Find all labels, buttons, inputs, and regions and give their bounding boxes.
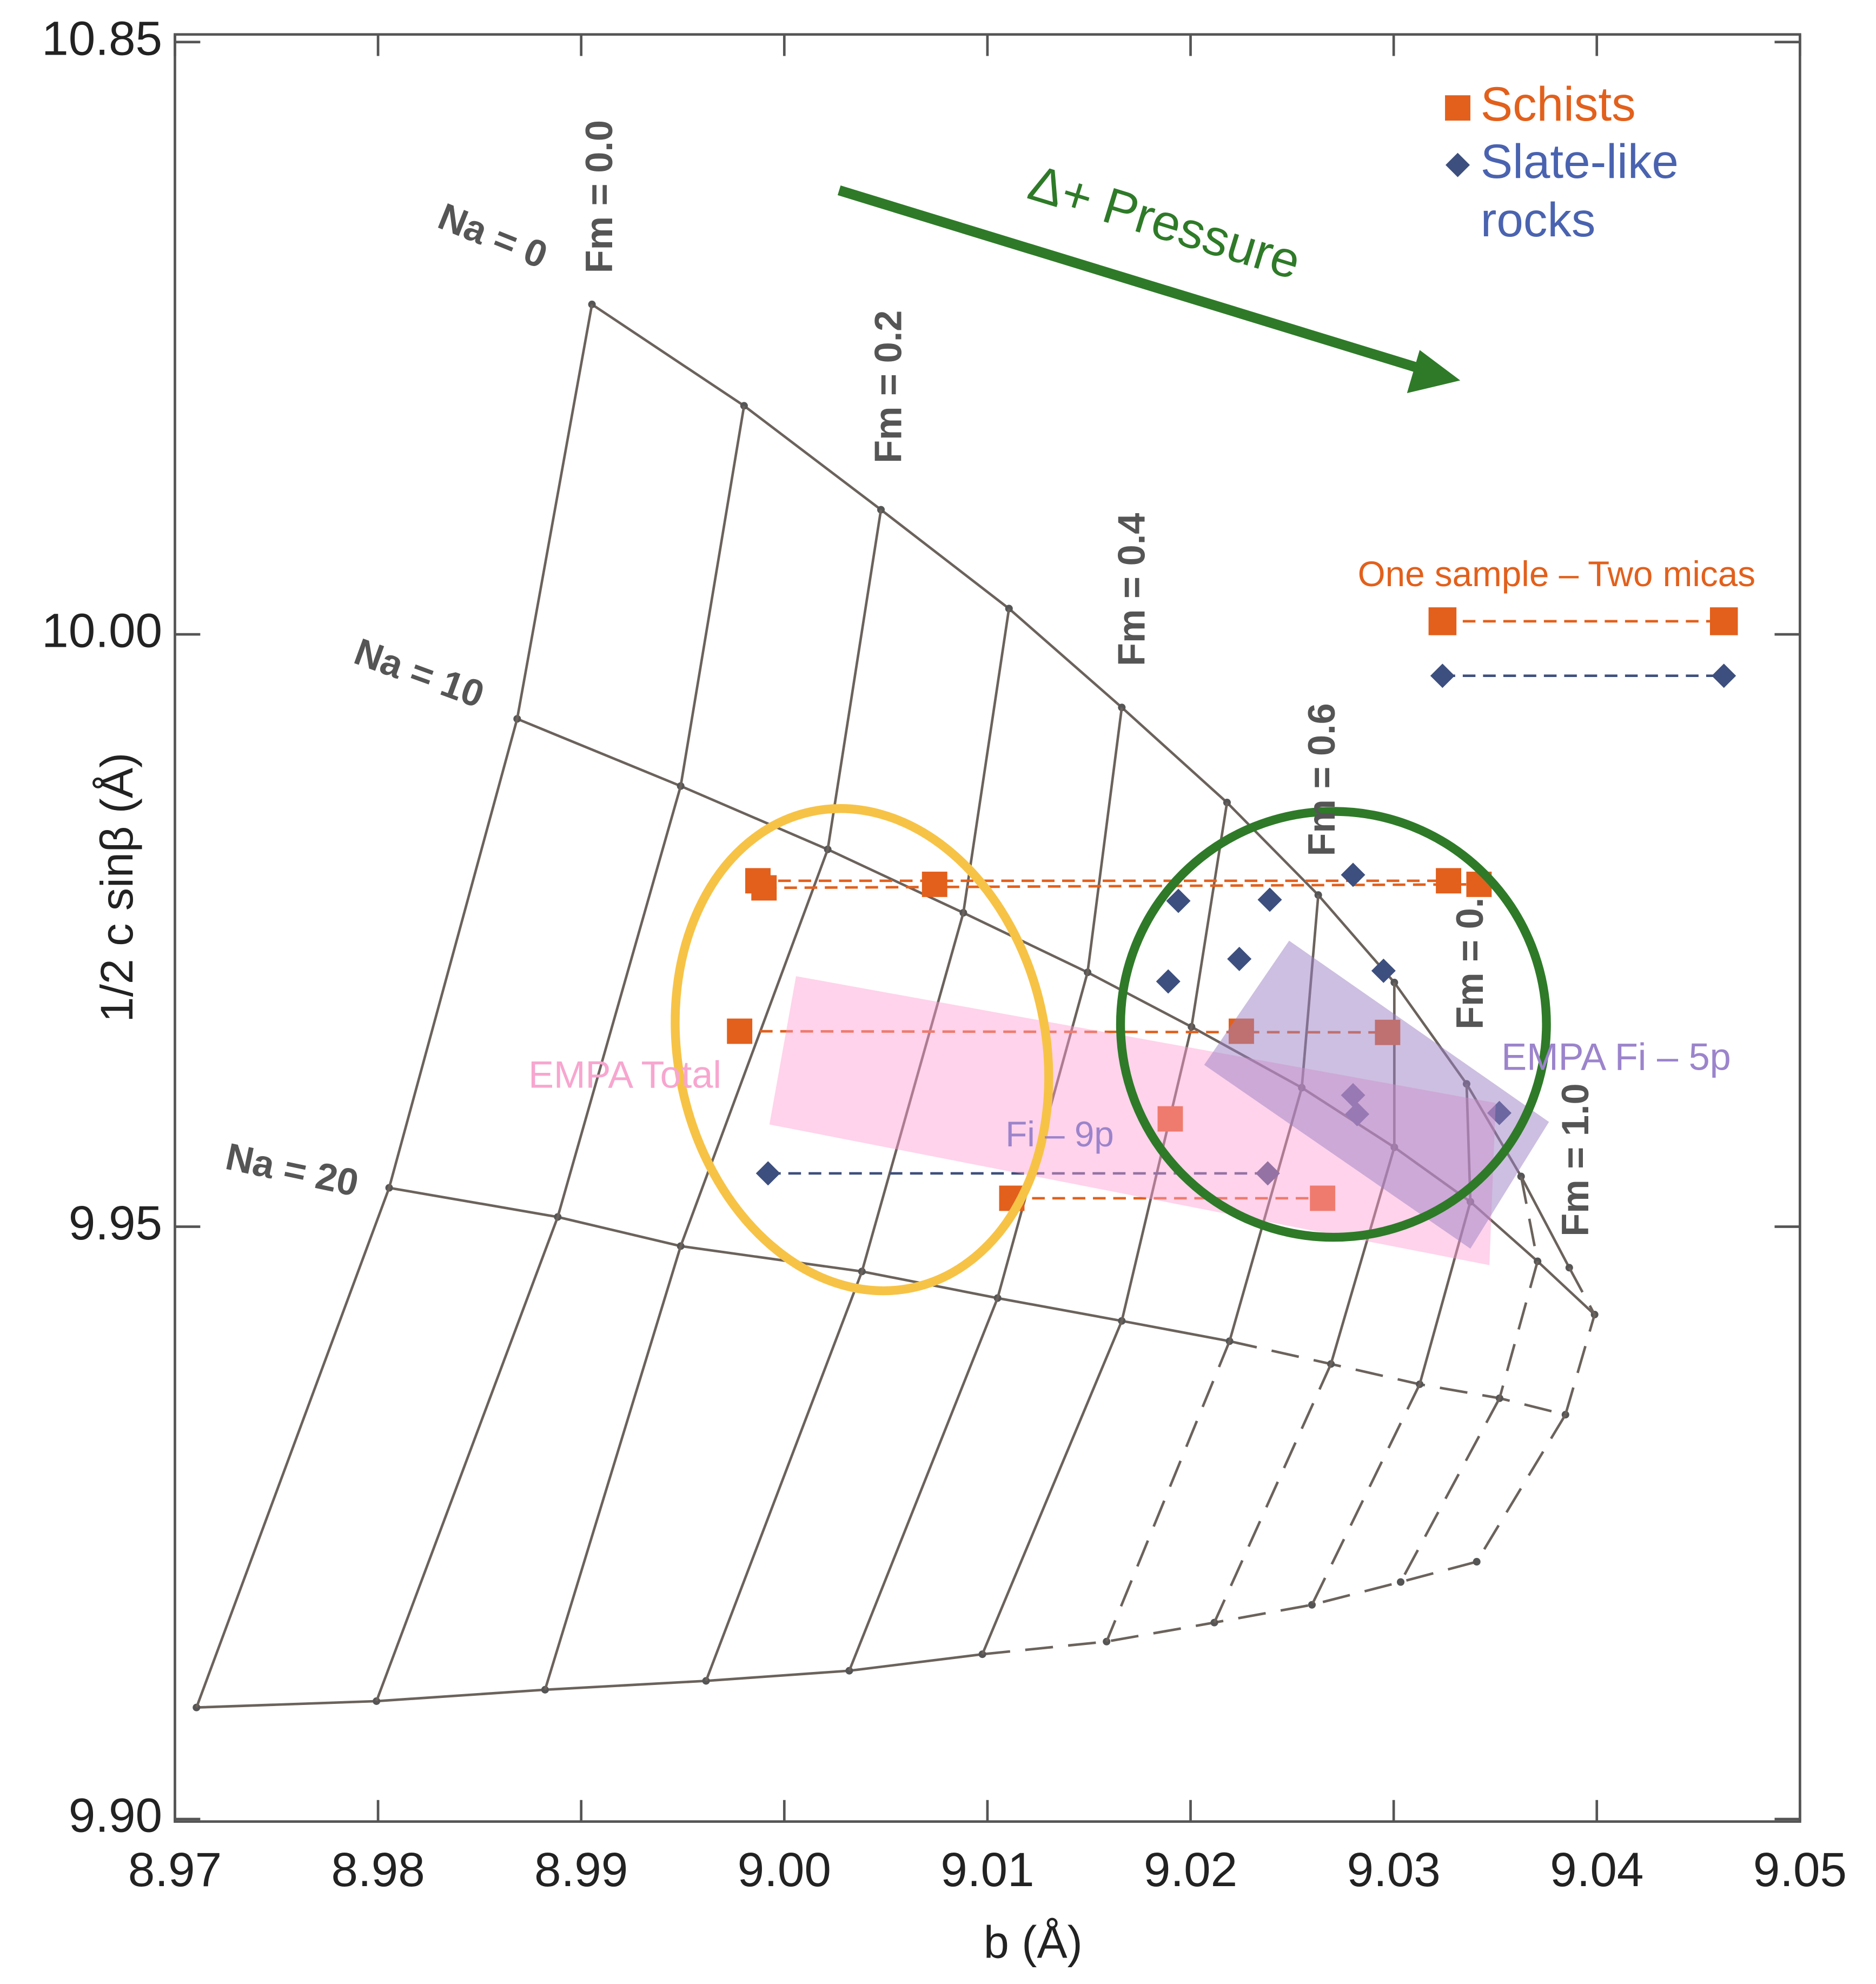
nomogram-curve xyxy=(195,1187,390,1708)
x-tick-label: 8.98 xyxy=(331,1842,425,1896)
nomogram-curve xyxy=(196,1653,983,1709)
pressure-arrow-head xyxy=(1407,350,1461,393)
x-tick-label: 9.02 xyxy=(1144,1842,1237,1896)
nomogram-curve xyxy=(556,406,746,1218)
point xyxy=(1257,887,1282,912)
nomogram-curve xyxy=(1475,1414,1567,1563)
point xyxy=(1436,868,1461,894)
empa-fi-5p-label: EMPA Fi – 5p xyxy=(1501,1035,1731,1078)
point xyxy=(1371,958,1396,983)
pressure-arrow xyxy=(837,185,1428,375)
y-tick-label: 10.85 xyxy=(42,11,162,65)
nomogram-curve xyxy=(860,608,1011,1272)
point xyxy=(1341,862,1365,887)
sample-connector xyxy=(764,883,1479,890)
fm-label: Fm = 0.2 xyxy=(866,310,909,463)
y-tick-label: 10.00 xyxy=(42,603,162,658)
empa-fi-band xyxy=(1204,940,1549,1249)
nomogram-node xyxy=(588,300,596,308)
point xyxy=(1166,888,1191,913)
nomogram-node xyxy=(1396,1578,1405,1586)
point xyxy=(755,1161,780,1186)
fm-label: Fm = 0.0 xyxy=(578,120,620,273)
x-tick-label: 9.05 xyxy=(1753,1842,1847,1896)
nomogram-curve xyxy=(679,509,883,1247)
x-axis-label: b (Å) xyxy=(984,1917,1083,1968)
point xyxy=(751,875,777,901)
point xyxy=(922,871,947,897)
point xyxy=(727,1018,753,1044)
nomogram-curve xyxy=(543,1245,682,1690)
nomogram-curve xyxy=(705,1271,864,1682)
nomogram-curve xyxy=(1121,802,1229,1322)
point xyxy=(1157,1106,1183,1132)
point xyxy=(1156,969,1181,994)
fi-9p-label: Fi – 9p xyxy=(1005,1114,1114,1154)
nomogram-curve xyxy=(1498,1176,1539,1399)
y-tick-label: 9.90 xyxy=(69,1788,162,1842)
legend-marker xyxy=(1428,607,1457,635)
legend-note: One sample – Two micas xyxy=(1358,554,1755,594)
x-tick-label: 8.97 xyxy=(128,1842,222,1896)
x-tick-label: 8.99 xyxy=(534,1842,628,1896)
x-tick-label: 9.01 xyxy=(940,1842,1034,1896)
y-axis-label: 1/2 c sinβ (Å) xyxy=(91,753,142,1023)
legend-label: Slate-like rocks xyxy=(1481,134,1679,247)
empa-total-label: EMPA Total xyxy=(528,1053,721,1096)
legend-marker xyxy=(1445,95,1470,121)
nomogram-curve xyxy=(1213,1363,1333,1623)
x-tick-label: 9.04 xyxy=(1550,1842,1643,1896)
nomogram-curve xyxy=(982,1560,1477,1656)
nomogram-curve xyxy=(1399,1397,1501,1583)
legend-label: Schists xyxy=(1481,77,1636,131)
schist-ellipse xyxy=(671,804,1053,1296)
nomogram-curve xyxy=(375,1216,559,1702)
nomogram-curve xyxy=(848,1297,999,1671)
x-tick-label: 9.00 xyxy=(738,1842,831,1896)
fm-label: Fm = 0.4 xyxy=(1110,513,1152,666)
slate-circle xyxy=(1116,807,1551,1242)
nomogram-curve xyxy=(981,1320,1123,1655)
fm-label: Fm = 1.0 xyxy=(1554,1083,1596,1236)
x-tick-label: 9.03 xyxy=(1347,1842,1440,1896)
y-tick-label: 9.95 xyxy=(69,1196,162,1250)
nomogram-node xyxy=(1473,1558,1481,1566)
point xyxy=(1310,1185,1336,1211)
empa-total-band xyxy=(769,976,1496,1265)
point xyxy=(1255,1161,1280,1186)
legend-marker xyxy=(1709,607,1738,635)
nomogram-curve xyxy=(388,304,593,1189)
nomogram-curve xyxy=(1564,1267,1596,1415)
fm-label: Fm = 0.6 xyxy=(1300,703,1343,856)
fm-label: Fm = 0. xyxy=(1448,898,1491,1030)
legend-marker xyxy=(1712,663,1736,688)
nomogram-curve xyxy=(1105,1341,1231,1642)
